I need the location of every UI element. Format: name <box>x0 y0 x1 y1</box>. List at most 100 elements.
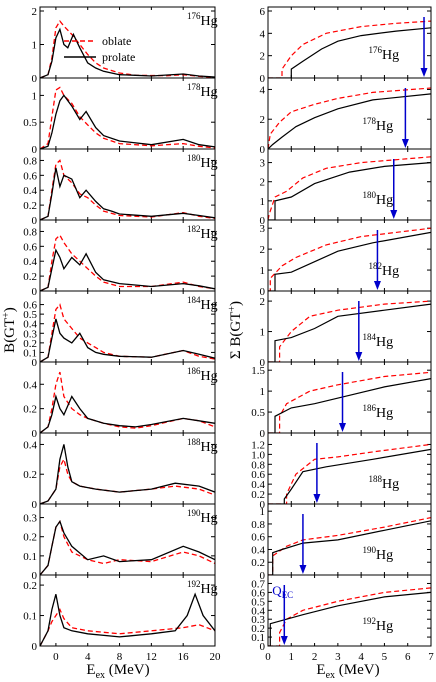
nucleus-mass-number: 176 <box>187 11 201 21</box>
nucleus-mass-number: 192 <box>363 616 377 626</box>
nucleus-label-176: 176Hg <box>187 11 218 29</box>
series-prolate-176 <box>40 27 215 78</box>
y-tick-label: 0 <box>260 499 266 511</box>
panel-left-186: 0 0.2 0.4 186Hg <box>23 361 218 440</box>
series-oblate-176 <box>40 19 215 78</box>
nucleus-mass-number: 178 <box>363 116 377 126</box>
nucleus-label-188: 188Hg <box>187 437 218 455</box>
nucleus-label-186: 186Hg <box>363 403 394 421</box>
q-ec-label-main: Q <box>272 583 282 598</box>
q-ec-arrow-head <box>373 281 381 290</box>
legend-oblate-label: oblate <box>102 34 131 48</box>
panel-left-178: 0 0.5 1 178Hg <box>23 77 218 156</box>
series-oblate-186 <box>40 371 215 433</box>
y-tick-label: 0 <box>260 641 266 653</box>
panel-left-182: 0 0.2 0.4 0.6 0.8 182Hg <box>23 219 218 298</box>
y-tick-label: 0.7 <box>251 578 265 590</box>
series-prolate-186 <box>268 378 431 433</box>
q-ec-arrow-head <box>313 494 321 503</box>
y-tick-label: 0.4 <box>251 605 265 617</box>
y-tick-label: 0.8 <box>23 226 37 238</box>
nucleus-label-186: 186Hg <box>187 366 218 384</box>
nucleus-label-190: 190Hg <box>187 508 218 526</box>
panel-frame <box>267 290 432 363</box>
nucleus-mass-number: 192 <box>187 579 201 589</box>
y-tick-label: 0.3 <box>23 328 37 340</box>
y-tick-label: 0.2 <box>23 200 37 212</box>
series-prolate-180 <box>40 167 215 220</box>
panel-left-190: 0 0.1 0.2 0.3 190Hg <box>23 503 218 582</box>
y-tick-label: 3 <box>260 223 266 235</box>
y-tick-label: 4 <box>260 28 266 40</box>
nucleus-label-180: 180Hg <box>187 153 218 171</box>
y-tick-label: 1.5 <box>251 365 265 377</box>
series-prolate-184 <box>268 303 431 362</box>
right-x-axis-label-unit: (MeV) <box>335 662 380 678</box>
nucleus-element: Hg <box>382 477 399 492</box>
left-x-axis-label-unit: (MeV) <box>105 662 150 678</box>
y-tick-label: 2 <box>260 51 266 63</box>
nucleus-label-182: 182Hg <box>369 261 400 279</box>
panel-frame <box>39 574 216 647</box>
nucleus-element: Hg <box>376 335 393 350</box>
y-tick-label: 0 <box>32 570 38 582</box>
y-tick-label: 0 <box>260 144 266 156</box>
y-tick-label: 0 <box>32 428 38 440</box>
y-tick-label: 6 <box>260 6 266 18</box>
panel-right-188: 00.20.40.60.81.01.2 188Hg <box>251 432 432 511</box>
q-ec-label: QEC <box>272 583 293 600</box>
right-panel-column: 0246176Hg024178Hg0123180Hg0123182Hg01218… <box>251 6 434 663</box>
series-oblate-190 <box>268 517 431 575</box>
y-tick-label: 0 <box>32 144 38 156</box>
right-x-axis-label: Eex (MeV) <box>316 662 379 681</box>
nucleus-element: Hg <box>376 406 393 421</box>
y-tick-label: 1 <box>260 506 266 518</box>
nucleus-element: Hg <box>201 156 218 171</box>
nucleus-mass-number: 190 <box>187 508 201 518</box>
x-tick-label: 12 <box>146 651 157 663</box>
q-ec-arrow-head <box>280 636 288 645</box>
x-tick-label: 7 <box>428 651 434 663</box>
series-oblate-180 <box>268 156 431 220</box>
y-tick-label: 0.1 <box>23 551 37 563</box>
nucleus-mass-number: 190 <box>363 545 377 555</box>
nucleus-mass-number: 176 <box>369 45 383 55</box>
nucleus-mass-number: 188 <box>187 437 201 447</box>
nucleus-label-190: 190Hg <box>363 545 394 563</box>
y-tick-label: 0.8 <box>251 519 265 531</box>
x-tick-label: 0 <box>53 651 59 663</box>
panel-right-182: 0 1 2 3 182Hg <box>260 219 432 298</box>
panel-right-178: 0 2 4 178Hg <box>260 77 432 156</box>
y-tick-label: 0.8 <box>23 155 37 167</box>
nucleus-mass-number: 184 <box>363 332 377 342</box>
nucleus-mass-number: 184 <box>187 295 201 305</box>
right-y-axis-label-sup: + <box>227 306 238 312</box>
y-tick-label: 0.2 <box>23 338 37 350</box>
nucleus-mass-number: 186 <box>187 366 201 376</box>
legend-prolate-label: prolate <box>102 50 135 64</box>
panel-right-190: 00.20.40.60.81 190Hg <box>251 503 432 582</box>
y-tick-label: 0.6 <box>23 241 37 253</box>
nucleus-mass-number: 182 <box>369 261 383 271</box>
y-tick-label: 0.4 <box>23 185 37 197</box>
panel-frame <box>267 574 432 647</box>
panel-right-192: 00.10.20.30.40.50.60.7 192Hg QEC <box>251 574 432 653</box>
y-tick-label: 0.5 <box>251 596 265 608</box>
panel-left-192: 0 0.1 0.2 192Hg <box>23 574 218 653</box>
left-x-axis-label-main: E <box>86 662 95 678</box>
x-tick-label: 2 <box>312 651 318 663</box>
series-oblate-192 <box>268 587 431 646</box>
q-ec-arrow-head <box>401 139 409 148</box>
right-x-axis-label-main: E <box>316 662 325 678</box>
left-y-axis-label-sup: + <box>1 312 12 318</box>
y-tick-label: 0.2 <box>251 489 265 501</box>
series-prolate-192 <box>40 592 215 646</box>
y-tick-label: 0 <box>260 428 266 440</box>
right-x-axis-label-sub: ex <box>326 670 335 681</box>
nucleus-element: Hg <box>376 119 393 134</box>
y-tick-label: 1 <box>260 327 266 339</box>
nucleus-element: Hg <box>201 85 218 100</box>
y-tick-label: 0.4 <box>251 544 265 556</box>
nucleus-mass-number: 188 <box>369 474 383 484</box>
nucleus-element: Hg <box>376 548 393 563</box>
